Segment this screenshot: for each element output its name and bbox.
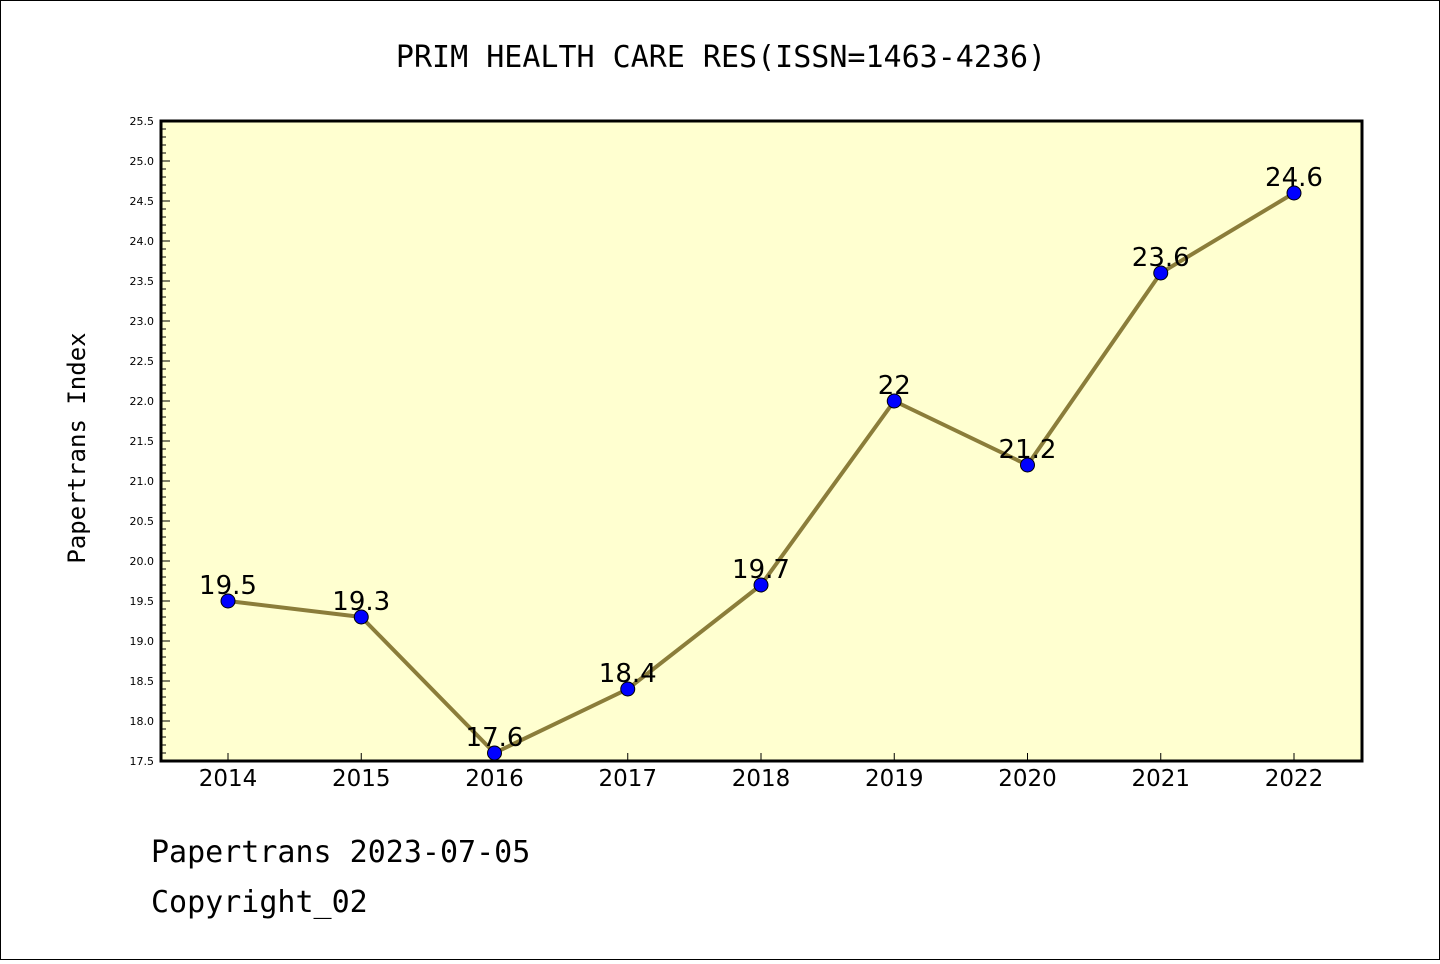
- data-label: 17.6: [466, 723, 524, 753]
- data-label: 19.3: [332, 587, 390, 617]
- y-tick-label: 23.5: [130, 275, 155, 288]
- y-tick-label: 25.5: [130, 115, 155, 128]
- y-tick-label: 21.5: [130, 435, 155, 448]
- x-tick-label: 2019: [865, 766, 924, 792]
- y-tick-label: 23.0: [130, 315, 155, 328]
- x-tick-label: 2022: [1265, 766, 1324, 792]
- y-tick-labels: 17.5 18.0 18.5 19.0 19.5 20.0 20.5 21.0 21.5 22.0…: [130, 115, 155, 768]
- data-point: [1153, 265, 1169, 281]
- data-point: [620, 681, 636, 697]
- y-tick-label: 24.5: [130, 195, 155, 208]
- y-tick-label: 17.5: [130, 755, 155, 768]
- data-point: [1020, 457, 1035, 473]
- x-tick-label: 2014: [199, 766, 258, 792]
- y-axis-label: Papertrans Index: [63, 332, 91, 563]
- data-label: 23.6: [1132, 243, 1190, 273]
- x-tick-label: 2021: [1131, 766, 1190, 792]
- footer-copyright: Copyright_02: [151, 885, 368, 920]
- data-point: [753, 577, 769, 593]
- y-tick-label: 20.0: [130, 555, 155, 568]
- y-tick-label: 20.5: [130, 515, 155, 528]
- y-tick-label: 21.0: [130, 475, 155, 488]
- y-tick-label: 22.0: [130, 395, 155, 408]
- y-tick-label: 24.0: [130, 235, 155, 248]
- plot-area: [161, 121, 1362, 761]
- x-tick-labels: 2014 2015 2016 2017 2018 2019 2020 2021 2022: [199, 766, 1324, 792]
- data-point: [353, 609, 369, 625]
- y-tick-label: 22.5: [130, 355, 155, 368]
- x-tick-label: 2017: [598, 766, 657, 792]
- x-tick-label: 2015: [332, 766, 391, 792]
- data-label: 21.2: [999, 435, 1057, 465]
- y-tick-label: 19.5: [130, 595, 155, 608]
- y-tick-label: 25.0: [130, 155, 155, 168]
- y-tick-label: 19.0: [130, 635, 155, 648]
- data-label: 19.5: [199, 571, 257, 601]
- y-tick-label: 18.0: [130, 715, 155, 728]
- chart-title: PRIM HEALTH CARE RES(ISSN=1463-4236): [396, 40, 1046, 75]
- x-tick-label: 2018: [732, 766, 791, 792]
- data-label: 19.7: [732, 555, 790, 585]
- data-label: 22: [878, 371, 911, 401]
- x-tick-label: 2020: [998, 766, 1057, 792]
- data-point: [1286, 185, 1302, 201]
- footer-date: Papertrans 2023-07-05: [151, 835, 531, 870]
- series-layer: 19.5 19.3 17.6 18.4 19.7 22 21.2 23.6 24.6: [199, 163, 1323, 761]
- data-point: [220, 593, 236, 609]
- data-label: 18.4: [599, 659, 657, 689]
- data-point: [886, 393, 902, 409]
- data-label: 24.6: [1265, 163, 1323, 193]
- y-tick-label: 18.5: [130, 675, 155, 688]
- x-tick-label: 2016: [465, 766, 524, 792]
- plot-border: [159, 119, 1364, 763]
